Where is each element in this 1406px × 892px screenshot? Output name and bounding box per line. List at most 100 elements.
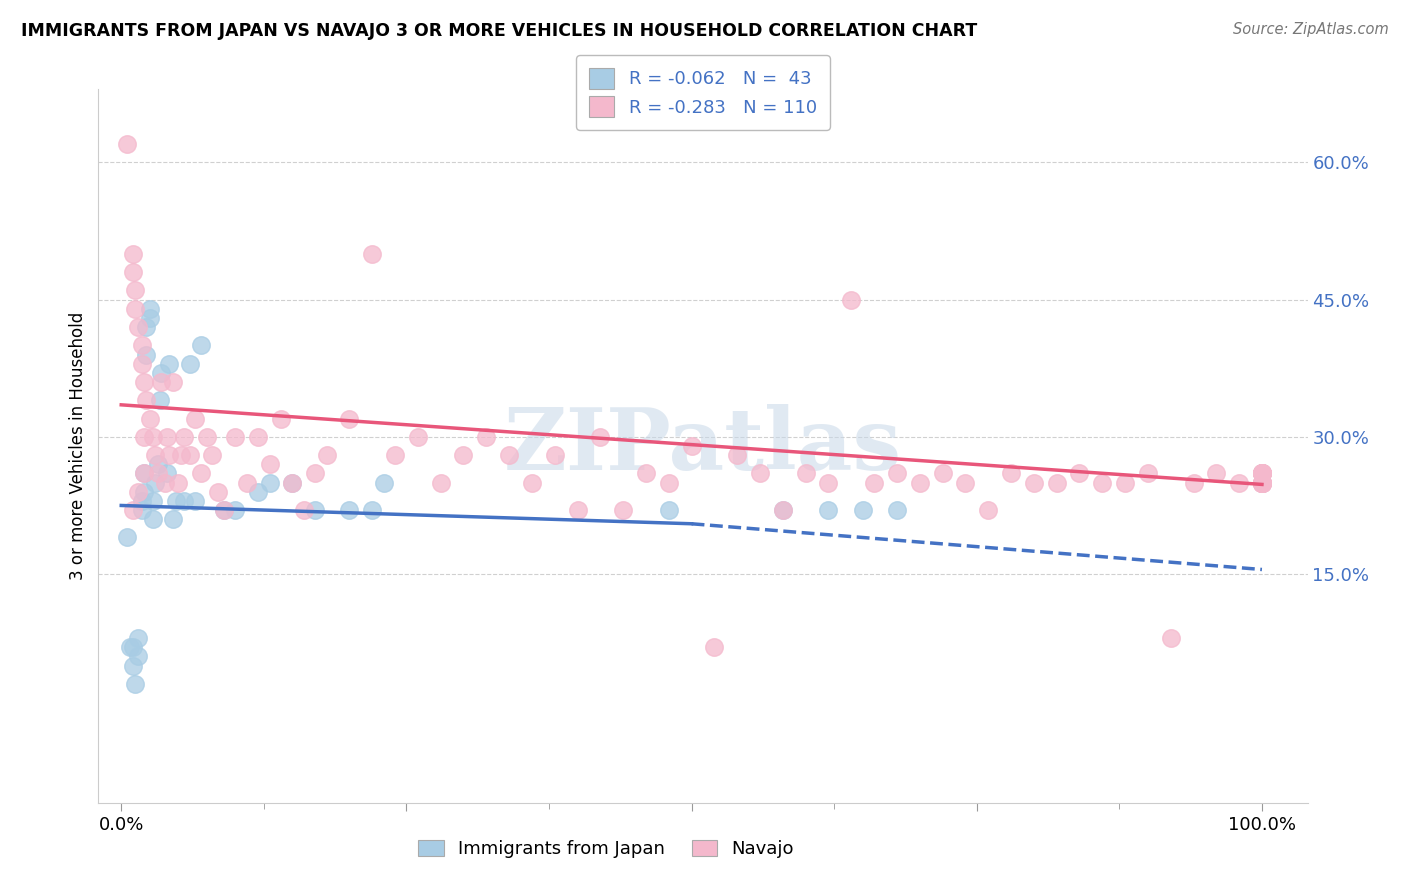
Point [908, 475, 931, 490]
Point [1205, 467, 1227, 481]
Point [1251, 475, 1274, 490]
Point [127, 649, 149, 664]
Point [190, 338, 212, 352]
Point [162, 512, 184, 526]
Legend: Immigrants from Japan, Navajo: Immigrants from Japan, Navajo [411, 832, 801, 865]
Point [184, 411, 207, 425]
Point [1251, 467, 1274, 481]
Point [361, 503, 384, 517]
Point [157, 357, 180, 371]
Point [817, 475, 839, 490]
Point [406, 430, 429, 444]
Text: Source: ZipAtlas.com: Source: ZipAtlas.com [1233, 22, 1389, 37]
Text: ZIPatlas: ZIPatlas [503, 404, 903, 488]
Point [145, 448, 167, 462]
Point [725, 448, 748, 462]
Point [165, 494, 187, 508]
Point [703, 640, 725, 655]
Point [142, 430, 165, 444]
Point [1251, 475, 1274, 490]
Point [179, 448, 201, 462]
Point [184, 494, 207, 508]
Point [634, 467, 657, 481]
Point [115, 531, 138, 545]
Point [259, 458, 281, 472]
Point [794, 467, 817, 481]
Point [124, 301, 146, 316]
Point [1251, 475, 1274, 490]
Point [1069, 467, 1091, 481]
Point [169, 448, 191, 462]
Point [839, 293, 862, 307]
Point [977, 503, 1000, 517]
Point [1251, 475, 1274, 490]
Point [156, 467, 179, 481]
Point [146, 458, 169, 472]
Point [384, 448, 406, 462]
Point [681, 439, 703, 453]
Point [224, 430, 246, 444]
Point [1136, 467, 1159, 481]
Point [1251, 467, 1274, 481]
Point [498, 448, 520, 462]
Point [337, 411, 360, 425]
Point [167, 475, 190, 490]
Point [567, 503, 589, 517]
Point [201, 448, 224, 462]
Point [281, 475, 304, 490]
Point [658, 503, 681, 517]
Point [1251, 467, 1274, 481]
Point [131, 503, 153, 517]
Point [337, 503, 360, 517]
Point [520, 475, 543, 490]
Y-axis label: 3 or more Vehicles in Household: 3 or more Vehicles in Household [69, 312, 87, 580]
Point [173, 494, 195, 508]
Point [247, 484, 270, 499]
Point [1251, 467, 1274, 481]
Point [212, 503, 235, 517]
Point [1251, 475, 1274, 490]
Point [124, 284, 146, 298]
Point [1046, 475, 1069, 490]
Point [156, 430, 179, 444]
Point [1251, 475, 1274, 490]
Point [589, 430, 612, 444]
Point [131, 357, 153, 371]
Point [190, 467, 212, 481]
Point [1227, 475, 1250, 490]
Point [931, 467, 953, 481]
Point [1114, 475, 1136, 490]
Point [115, 137, 138, 152]
Point [453, 448, 475, 462]
Point [127, 631, 149, 645]
Point [817, 503, 839, 517]
Point [131, 338, 153, 352]
Point [1251, 475, 1274, 490]
Point [149, 393, 172, 408]
Text: IMMIGRANTS FROM JAPAN VS NAVAJO 3 OR MORE VEHICLES IN HOUSEHOLD CORRELATION CHAR: IMMIGRANTS FROM JAPAN VS NAVAJO 3 OR MOR… [21, 22, 977, 40]
Point [544, 448, 567, 462]
Point [247, 430, 270, 444]
Point [1000, 467, 1022, 481]
Point [1251, 475, 1274, 490]
Point [1251, 467, 1274, 481]
Point [1251, 467, 1274, 481]
Point [1251, 467, 1274, 481]
Point [179, 357, 201, 371]
Point [1251, 467, 1274, 481]
Point [1160, 631, 1182, 645]
Point [120, 640, 142, 655]
Point [852, 503, 875, 517]
Point [315, 448, 337, 462]
Point [235, 475, 257, 490]
Point [132, 430, 155, 444]
Point [146, 467, 169, 481]
Point [173, 430, 195, 444]
Point [132, 467, 155, 481]
Point [121, 658, 143, 673]
Point [955, 475, 977, 490]
Point [1251, 475, 1274, 490]
Point [1251, 467, 1274, 481]
Point [135, 393, 157, 408]
Point [207, 484, 229, 499]
